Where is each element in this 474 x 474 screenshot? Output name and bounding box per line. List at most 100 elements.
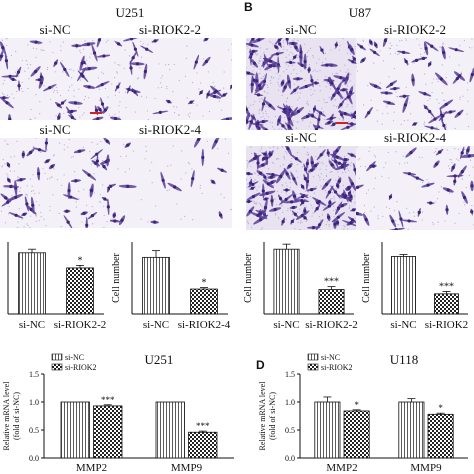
membrane-pore (446, 149, 448, 151)
membrane-pore (247, 182, 249, 184)
cell-nucleus (85, 223, 89, 227)
membrane-pore (145, 145, 147, 148)
membrane-pore (161, 75, 164, 77)
cell-nucleus (249, 120, 253, 124)
cell-nucleus (56, 103, 61, 107)
cell-nucleus (263, 206, 268, 210)
membrane-pore (27, 88, 29, 90)
membrane-pore (307, 168, 309, 170)
membrane-pore (309, 172, 311, 174)
cell-nucleus (105, 139, 109, 143)
membrane-pore (306, 55, 308, 58)
membrane-pore (186, 45, 188, 47)
membrane-pore (262, 60, 264, 62)
cell-nucleus (206, 92, 210, 97)
membrane-pore (103, 226, 105, 228)
cell-nucleus (230, 84, 232, 89)
membrane-pore (107, 39, 109, 41)
membrane-pore (405, 86, 407, 88)
membrane-pore (379, 82, 381, 84)
cell-nucleus (319, 153, 323, 157)
membrane-pore (269, 146, 271, 149)
membrane-pore (105, 41, 108, 43)
membrane-pore (360, 165, 362, 167)
membrane-pore (338, 49, 340, 51)
membrane-pore (185, 57, 187, 59)
membrane-pore (247, 57, 250, 60)
cell-nucleus (5, 101, 9, 105)
membrane-pore (396, 53, 399, 56)
cell-nucleus (75, 44, 79, 48)
cell-nucleus (333, 222, 337, 226)
membrane-pore (321, 61, 324, 64)
membrane-pore (40, 216, 42, 218)
cell-nucleus (462, 195, 467, 200)
membrane-pore (291, 213, 294, 215)
membrane-pore (248, 107, 250, 109)
membrane-pore (267, 48, 269, 50)
membrane-pore (343, 97, 345, 99)
membrane-pore (271, 77, 273, 79)
cell-nucleus (292, 177, 296, 181)
membrane-pore (319, 176, 321, 178)
membrane-pore (440, 46, 442, 48)
cell-nucleus (19, 178, 23, 182)
x-category-label: si-RIOK2-2 (305, 319, 358, 331)
cell-nucleus (423, 92, 427, 96)
membrane-pore (277, 216, 280, 219)
membrane-pore (350, 53, 352, 55)
membrane-pore (428, 181, 430, 183)
membrane-pore (407, 228, 409, 230)
membrane-pore (55, 86, 58, 88)
membrane-pore (286, 152, 288, 154)
x-category-label: si-RIOK2 (425, 319, 468, 331)
micrograph-label-b-tr: si-RIOK2-2 (383, 22, 447, 37)
membrane-pore (319, 89, 321, 92)
cell-nucleus (336, 184, 340, 188)
membrane-pore (307, 191, 309, 193)
membrane-pore (140, 199, 142, 201)
cell-nucleus (265, 191, 269, 195)
cell-nucleus (402, 94, 407, 98)
membrane-pore (319, 69, 321, 72)
cell-nucleus (327, 121, 331, 125)
membrane-pore (334, 99, 336, 101)
cell-nucleus (334, 43, 338, 47)
membrane-pore (471, 38, 473, 40)
membrane-pore (168, 189, 170, 191)
membrane-pore (285, 193, 288, 195)
cell-nucleus (44, 141, 49, 145)
membrane-pore (254, 203, 257, 205)
membrane-pore (286, 49, 288, 51)
membrane-pore (94, 158, 96, 161)
cell-nucleus (310, 168, 314, 172)
cell-nucleus (303, 177, 307, 181)
membrane-pore (436, 78, 438, 80)
membrane-pore (247, 39, 249, 41)
micrograph-image (246, 146, 356, 230)
membrane-pore (300, 70, 302, 72)
membrane-pore (75, 201, 77, 203)
membrane-pore (252, 161, 254, 163)
x-category-label: si-RIOK2-4 (178, 319, 231, 331)
cell-nucleus (67, 188, 71, 193)
membrane-pore (354, 217, 356, 219)
membrane-pore (399, 40, 401, 42)
membrane-pore (128, 168, 131, 170)
membrane-pore (1, 92, 4, 94)
cell-nucleus (129, 66, 133, 70)
membrane-pore (374, 156, 377, 158)
membrane-pore (187, 114, 189, 116)
cell-nucleus (251, 49, 255, 53)
cell-nucleus (252, 78, 256, 82)
membrane-pore (325, 58, 327, 60)
membrane-pore (114, 113, 116, 116)
membrane-pore (26, 194, 29, 196)
membrane-pore (218, 100, 220, 102)
membrane-pore (311, 207, 313, 209)
cell-nucleus (324, 182, 329, 186)
membrane-pore (395, 91, 397, 93)
membrane-pore (258, 100, 261, 103)
membrane-pore (330, 49, 332, 51)
membrane-pore (362, 40, 365, 42)
